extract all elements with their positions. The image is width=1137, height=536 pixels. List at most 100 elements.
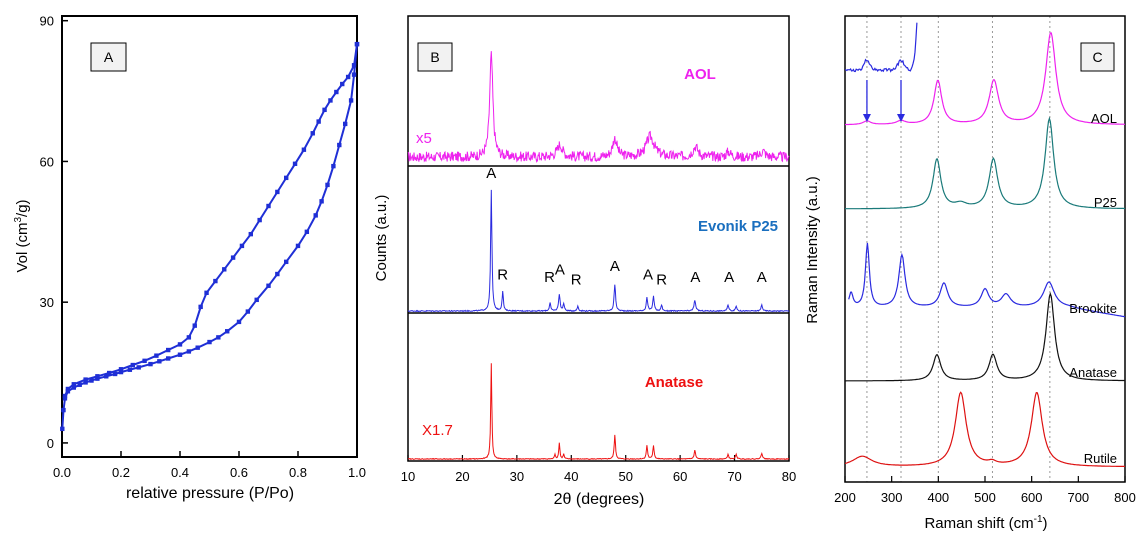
isotherm-desorption-point [351, 63, 357, 68]
isotherm-adsorption-point [325, 182, 330, 188]
y-tick-label-a: 90 [40, 14, 54, 29]
panel-c: 200 300 400 500 600 700 800 AOL P25 Brookite Anata… [804, 15, 1136, 532]
x-tick-label-c: 500 [974, 490, 996, 505]
isotherm-desorption-point [222, 267, 227, 272]
isotherm-adsorption-point [245, 309, 251, 314]
isotherm-desorption-point [130, 362, 135, 368]
x-label-c-sup: -1 [1034, 514, 1043, 525]
arrow-down-icon [862, 114, 871, 122]
isotherm-desorption-point [248, 231, 253, 237]
raman-spectrum-3 [845, 291, 1125, 382]
isotherm-desorption-point [186, 335, 192, 340]
x-label-c-pre: Raman shift (cm [924, 515, 1033, 532]
x-axis-label-b: 2θ (degrees) [554, 491, 645, 508]
isotherm-adsorption-point [61, 407, 66, 413]
x-tick-label-c: 400 [927, 490, 949, 505]
isotherm-adsorption-point [77, 382, 82, 387]
isotherm-adsorption-point [136, 365, 141, 370]
panel-label-a: A [104, 49, 114, 65]
isotherm-desorption-point [118, 367, 124, 372]
isotherm-adsorption-point [148, 361, 153, 367]
xrd-pattern-2 [407, 363, 790, 461]
raman-series-label: AOL [1091, 111, 1117, 126]
phase-annotation: A [555, 262, 565, 279]
x-tick-label-b: 10 [401, 469, 415, 484]
y-tick-label-a: 30 [40, 295, 54, 310]
y-axis-label-c: Raman Intensity (a.u.) [804, 176, 821, 324]
panel-label-c-box [1080, 42, 1115, 72]
x-tick-label-a: 0.0 [53, 465, 71, 480]
isotherm-desorption-point [177, 342, 183, 347]
raman-spectrum-2 [848, 242, 1126, 318]
raman-spectrum-1 [845, 116, 1125, 210]
isotherm-desorption-point [230, 255, 236, 260]
isotherm-adsorption-point [348, 98, 354, 103]
panel-label-b-box [417, 42, 453, 72]
isotherm-desorption-point [198, 304, 203, 310]
x-tick-label-c: 700 [1067, 490, 1089, 505]
raman-series-label: Anatase [1069, 365, 1117, 380]
isotherm-adsorption-point [186, 349, 192, 354]
x-tick-label-a: 0.2 [112, 465, 130, 480]
x-tick-label-b: 70 [727, 469, 741, 484]
isotherm-adsorption-point [89, 378, 94, 383]
raman-spectrum-4 [844, 391, 1126, 468]
isotherm-desorption-point [301, 147, 307, 152]
x-tick-label-b: 60 [673, 469, 687, 484]
isotherm-desorption-point [322, 107, 327, 113]
isotherm-desorption-point [284, 175, 289, 181]
isotherm-adsorption-point [337, 142, 342, 148]
phase-annotation: R [656, 271, 667, 288]
isotherm-desorption-point [65, 386, 71, 392]
y-axis-label-b: Counts (a.u.) [373, 195, 390, 282]
x-tick-label-b: 30 [510, 469, 524, 484]
isotherm-desorption-point [275, 189, 280, 195]
isotherm-desorption-point [292, 161, 298, 166]
isotherm-adsorption-point [254, 297, 259, 303]
isotherm-adsorption-point [351, 72, 357, 77]
arrow-down-icon [897, 114, 905, 122]
isotherm-desorption-point [334, 89, 339, 95]
isotherm-desorption-point [83, 377, 88, 382]
phase-annotation: A [643, 267, 653, 284]
isotherm-adsorption-point [195, 345, 200, 350]
isotherm-desorption-point [204, 290, 209, 295]
plot-frame-a [61, 15, 358, 458]
isotherm-adsorption-point [207, 339, 212, 345]
x-tick-label-b: 20 [455, 469, 469, 484]
phase-annotation: A [724, 269, 734, 286]
isotherm-adsorption-point [331, 163, 336, 169]
isotherm-desorption-point [95, 374, 100, 379]
x-tick-label-c: 200 [834, 490, 856, 505]
x-tick-label-a: 0.8 [289, 465, 307, 480]
isotherm-adsorption-point [216, 335, 221, 340]
isotherm-adsorption-point [275, 271, 280, 277]
x-tick-label-c: 600 [1021, 490, 1043, 505]
x-tick-label-c: 300 [881, 490, 903, 505]
isotherm-adsorption-point [60, 426, 65, 432]
phase-annotation: A [610, 258, 620, 275]
isotherm-adsorption-point [95, 376, 100, 381]
y-axis-label-a: Vol (cm3/g) [13, 199, 31, 272]
series-label-anatase: Anatase [645, 374, 703, 391]
plot-frame-b [407, 15, 790, 462]
series-label-p25: Evonik P25 [698, 218, 778, 235]
x-label-b-pre: 2 [554, 491, 563, 508]
isotherm-adsorption-point [343, 121, 348, 127]
isotherm-adsorption-point [112, 371, 118, 377]
isotherm-desorption-point [340, 81, 345, 87]
phase-annotation: A [486, 165, 496, 182]
x-tick-label-a: 0.4 [171, 465, 189, 480]
isotherm-desorption-point [354, 41, 360, 47]
isotherm-adsorption-point [313, 213, 318, 218]
isotherm-desorption-point [316, 119, 321, 124]
isotherm-adsorption-point [157, 359, 162, 364]
inset-zoom-trace [845, 22, 918, 73]
x-tick-label-b: 80 [782, 469, 796, 484]
phase-annotation: R [544, 269, 555, 286]
isotherm-adsorption-point [71, 385, 76, 390]
isotherm-desorption-point [328, 98, 333, 103]
